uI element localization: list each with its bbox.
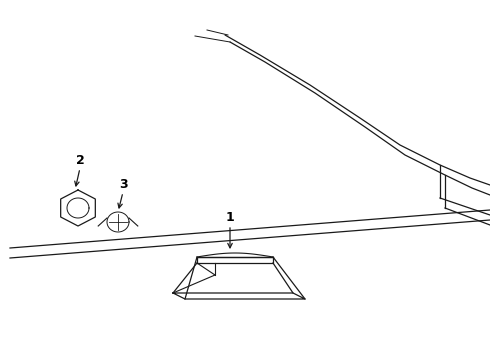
Text: 2: 2 — [75, 153, 84, 166]
Text: 1: 1 — [225, 211, 234, 224]
Text: 3: 3 — [119, 177, 127, 190]
